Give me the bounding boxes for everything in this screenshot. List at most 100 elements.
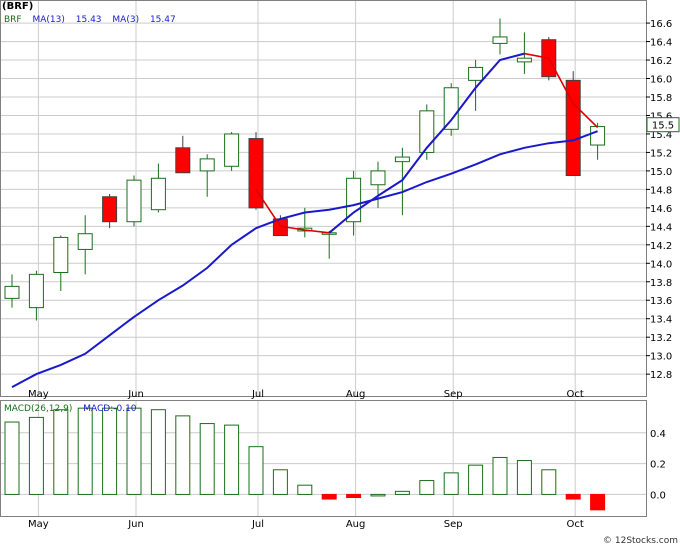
candle-body-up xyxy=(4,285,20,299)
candle xyxy=(590,122,606,160)
price-y-tick-label: 13.0 xyxy=(650,352,672,363)
macd-bar xyxy=(4,421,20,495)
candle-body-up xyxy=(443,87,459,130)
last-price-tag xyxy=(646,117,680,133)
candle xyxy=(150,163,166,213)
macd-bar xyxy=(370,493,386,497)
macd-month-label: Oct xyxy=(567,519,584,530)
candle-body-up xyxy=(199,158,215,172)
candle-body-up xyxy=(516,57,532,63)
legend-ma3-value: 15.47 xyxy=(150,15,176,25)
candle-body-up xyxy=(394,156,410,163)
macd-bar xyxy=(272,469,288,495)
macd-bar xyxy=(175,415,191,495)
candle-body-up xyxy=(126,179,142,223)
price-y-tick-label: 12.8 xyxy=(650,370,672,381)
macd-month-label: Sep xyxy=(444,519,463,530)
macd-panel-frame xyxy=(0,400,647,517)
macd-bar xyxy=(199,423,215,495)
month-axis: May May Jun Jun Jul Jul Aug Aug Sep Sep Oct Oct xyxy=(28,389,584,530)
price-y-tick-label: 13.4 xyxy=(650,315,672,326)
macd-title: MACD(26,12,9) xyxy=(4,404,72,414)
candle-body-down xyxy=(565,79,581,177)
price-y-tick-label: 14.0 xyxy=(650,259,672,270)
macd-value: MACD:-0.10 xyxy=(83,404,137,414)
macd-y-tick-label: 0.4 xyxy=(650,429,666,440)
macd-bar-negative xyxy=(565,493,581,500)
macd-bar xyxy=(297,484,313,495)
price-y-tick-label: 14.2 xyxy=(650,241,672,252)
macd-bar-negative xyxy=(321,493,337,500)
candle-body-down xyxy=(248,138,264,209)
candle xyxy=(224,132,240,171)
candle-body-up xyxy=(468,66,484,81)
macd-bar xyxy=(443,472,459,495)
legend-ma13-value: 15.43 xyxy=(76,15,102,25)
month-label: May xyxy=(28,389,49,400)
candle-body-up xyxy=(346,177,362,223)
price-y-tick-label: 15.6 xyxy=(650,111,672,122)
macd-month-label: Aug xyxy=(346,519,366,530)
macd-bar xyxy=(28,416,44,495)
price-y-axis: 12.8 13.0 13.2 13.4 13.6 13.8 14.0 14.2 14.4 14.6… xyxy=(646,19,672,381)
price-y-tick-label: 16.6 xyxy=(650,19,672,30)
candle xyxy=(175,135,191,174)
macd-bar xyxy=(516,460,532,495)
moving-averages xyxy=(11,52,599,388)
candle xyxy=(102,193,118,229)
candle xyxy=(565,71,581,177)
candle xyxy=(443,83,459,136)
price-y-tick-label: 14.8 xyxy=(650,185,672,196)
candle xyxy=(4,274,20,308)
ma13-line xyxy=(11,130,598,388)
macd-bar-negative xyxy=(346,493,362,499)
macd-month-label: Jul xyxy=(251,519,264,530)
candle xyxy=(126,175,142,227)
candle xyxy=(468,60,484,111)
candle xyxy=(199,154,215,197)
macd-bar xyxy=(541,469,557,495)
macd-bar xyxy=(53,409,69,495)
candle xyxy=(77,215,93,275)
price-y-tick-label: 15.0 xyxy=(650,167,672,178)
price-y-tick-label: 16.0 xyxy=(650,75,672,86)
candle-body-up xyxy=(150,177,166,211)
candle xyxy=(492,18,508,55)
macd-bar xyxy=(492,456,508,495)
price-y-tick-label: 16.4 xyxy=(650,38,672,49)
macd-bar-negative xyxy=(590,493,606,511)
candle-body-up xyxy=(224,133,240,167)
macd-bar xyxy=(248,446,264,495)
price-y-tick-label: 14.4 xyxy=(650,222,672,233)
candle-body-down xyxy=(102,196,118,223)
price-y-tick-label: 13.6 xyxy=(650,296,672,307)
macd-y-axis: 0.4 0.2 0.0 xyxy=(650,429,666,502)
macd-bar xyxy=(126,407,142,495)
macd-y-tick-label: 0.2 xyxy=(650,460,666,471)
candle-body-up xyxy=(28,273,44,309)
candlesticks xyxy=(4,18,606,321)
month-label: Jun xyxy=(127,389,144,400)
candle-body-down xyxy=(175,147,191,174)
price-panel-frame xyxy=(0,0,647,397)
month-label: Aug xyxy=(346,389,366,400)
candle xyxy=(248,132,264,210)
candle xyxy=(394,147,410,216)
candle-body-up xyxy=(492,36,508,44)
legend-ma3-label: MA(3) xyxy=(112,15,139,25)
macd-legend: MACD(26,12,9) MACD:-0.10 xyxy=(4,404,137,414)
macd-bar xyxy=(102,407,118,495)
price-y-tick-label: 16.2 xyxy=(650,56,672,67)
macd-y-tick-label: 0.0 xyxy=(650,490,666,501)
watermark: © 12Stocks.com xyxy=(603,536,678,546)
price-y-tick-label: 13.2 xyxy=(650,333,672,344)
macd-month-label: May xyxy=(28,519,49,530)
price-y-tick-label: 15.2 xyxy=(650,148,672,159)
candle-body-up xyxy=(77,233,93,250)
macd-bar xyxy=(468,464,484,495)
macd-bars xyxy=(4,407,606,511)
macd-month-label: Jun xyxy=(127,519,144,530)
macd-bar xyxy=(150,409,166,495)
month-label: Oct xyxy=(567,389,584,400)
